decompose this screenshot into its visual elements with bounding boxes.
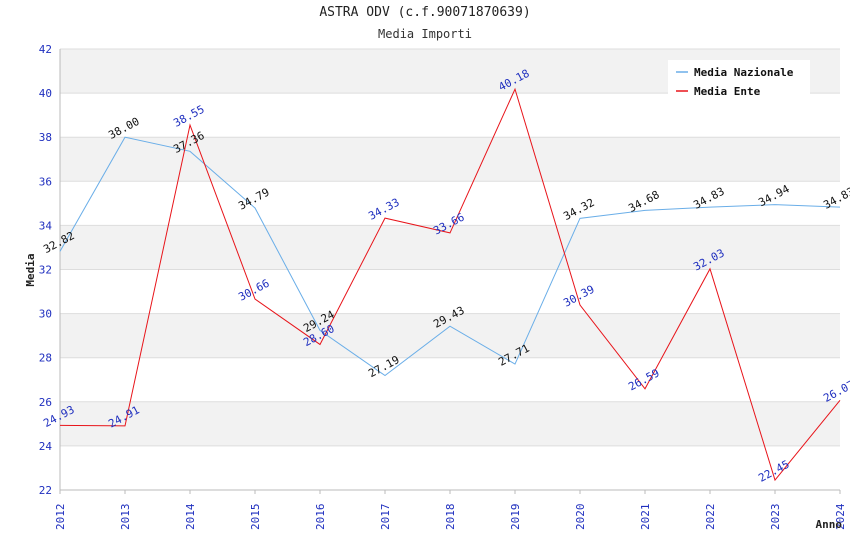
plot-band xyxy=(60,313,840,358)
legend-entry: Media Nazionale xyxy=(694,66,794,79)
y-tick-label: 22 xyxy=(39,484,52,497)
y-tick-label: 30 xyxy=(39,308,52,321)
series-lines xyxy=(59,87,841,482)
x-tick-label: 2023 xyxy=(769,504,782,531)
y-tick-label: 36 xyxy=(39,175,52,188)
x-tick-label: 2024 xyxy=(834,503,847,530)
plot-band xyxy=(60,357,840,402)
series-line-media-ente xyxy=(59,87,841,482)
plot-band xyxy=(60,445,840,490)
x-tick-label: 2015 xyxy=(249,504,262,531)
legend-entry: Media Ente xyxy=(694,85,761,98)
axes xyxy=(59,49,841,494)
plot-band xyxy=(60,181,840,226)
y-tick-label: 40 xyxy=(39,87,52,100)
x-tick-label: 2022 xyxy=(704,504,717,531)
y-tick-label: 42 xyxy=(39,43,52,56)
x-tick-label: 2012 xyxy=(54,504,67,531)
x-tick-label: 2019 xyxy=(509,504,522,531)
x-tick-label: 2014 xyxy=(184,503,197,530)
x-tick-label: 2016 xyxy=(314,504,327,531)
y-tick-labels: 22 24 26 28 30 32 34 36 38 40 42 xyxy=(39,43,53,497)
chart-title: ASTRA ODV (c.f.90071870639) xyxy=(319,5,531,20)
chart-subtitle: Media Importi xyxy=(378,27,472,41)
y-tick-label: 24 xyxy=(39,440,53,453)
y-tick-label: 34 xyxy=(39,219,53,232)
legend: Media Nazionale Media Ente xyxy=(668,60,810,100)
y-axis-label: Media xyxy=(24,253,37,286)
x-tick-label: 2017 xyxy=(379,504,392,531)
y-tick-label: 28 xyxy=(39,352,52,365)
legend-box xyxy=(668,60,810,100)
plot-band xyxy=(60,93,840,138)
x-tick-label: 2020 xyxy=(574,504,587,531)
x-tick-labels: 2012 2013 2014 2015 2016 2017 2018 2019 2020 2021… xyxy=(54,503,847,530)
plot-band xyxy=(60,401,840,446)
plot-band xyxy=(60,269,840,314)
series-line-media-nazionale xyxy=(59,136,841,377)
x-tick-label: 2013 xyxy=(119,504,132,531)
x-axis-label: Anno xyxy=(816,518,843,531)
plot-band xyxy=(60,137,840,182)
y-tick-label: 38 xyxy=(39,131,52,144)
x-tick-label: 2018 xyxy=(444,504,457,531)
y-tick-label: 32 xyxy=(39,264,52,277)
y-tick-label: 26 xyxy=(39,396,52,409)
x-tick-label: 2021 xyxy=(639,504,652,531)
plot-background xyxy=(60,49,840,490)
